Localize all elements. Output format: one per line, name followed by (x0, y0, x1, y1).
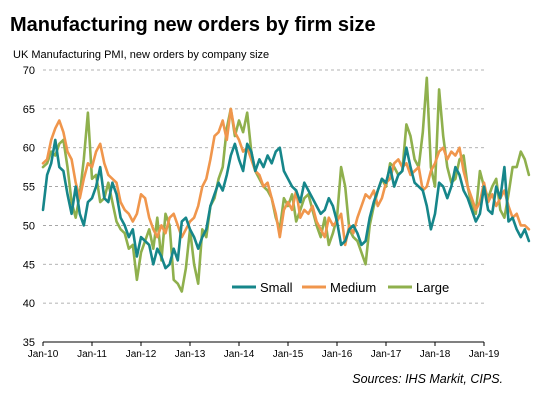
x-tick-label: Jan-15 (273, 349, 304, 360)
x-tick-label: Jan-19 (469, 349, 500, 360)
series-line-large (41, 76, 531, 293)
x-tick-label: Jan-18 (420, 349, 451, 360)
series-line-small (41, 138, 531, 270)
series-line-medium (41, 107, 531, 247)
x-tick-label: Jan-17 (371, 349, 402, 360)
y-tick-label: 35 (23, 337, 35, 349)
y-tick-label: 55 (23, 182, 35, 194)
y-tick-label: 40 (23, 298, 35, 310)
source-note: Sources: IHS Markit, CIPS. (352, 372, 503, 386)
legend-label-large: Large (416, 280, 449, 295)
chart-subtitle: UK Manufacturing PMI, new orders by comp… (13, 49, 270, 61)
y-tick-label: 45 (23, 259, 35, 271)
x-tick-label: Jan-12 (126, 349, 157, 360)
x-tick-label: Jan-10 (28, 349, 59, 360)
legend-label-medium: Medium (330, 280, 376, 295)
y-tick-label: 60 (23, 143, 35, 155)
x-tick-label: Jan-13 (175, 349, 206, 360)
chart-title: Manufacturing new orders by firm size (10, 14, 376, 36)
y-tick-label: 70 (23, 65, 35, 77)
x-tick-label: Jan-14 (224, 349, 255, 360)
y-tick-label: 65 (23, 104, 35, 116)
x-tick-label: Jan-16 (322, 349, 353, 360)
x-tick-label: Jan-11 (77, 349, 107, 360)
y-tick-label: 50 (23, 220, 35, 232)
legend-label-small: Small (260, 280, 293, 295)
